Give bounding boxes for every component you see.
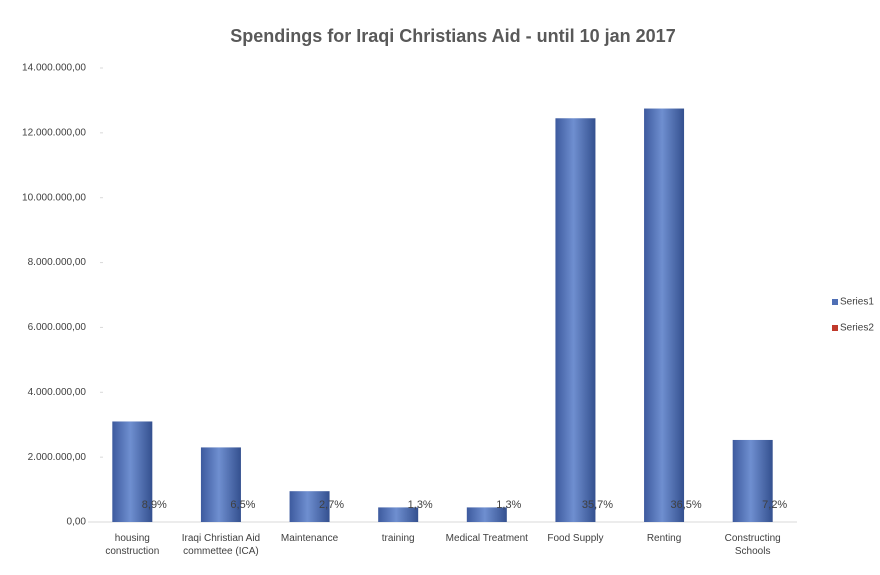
bar (112, 421, 153, 522)
y-tick-label: 10.000.000,00 (22, 192, 86, 203)
y-tick-label: 4.000.000,00 (28, 387, 87, 398)
legend-swatch (832, 299, 838, 305)
bar (289, 491, 330, 522)
bar (732, 439, 773, 522)
y-tick-label: 2.000.000,00 (28, 452, 87, 463)
x-tick-label: housing construction (105, 533, 160, 557)
bar (466, 507, 507, 522)
y-tick-label: 8.000.000,00 (28, 257, 87, 268)
x-tick-label: Medical Treatment (445, 533, 528, 544)
y-tick-label: 14.000.000,00 (22, 63, 86, 74)
data-label: 2,7% (319, 499, 344, 511)
x-tick-label: Food Supply (547, 533, 604, 544)
bar (378, 507, 419, 522)
x-tick-label: Renting (646, 533, 682, 544)
data-label: 1,3% (408, 499, 433, 511)
x-tick-label: Maintenance (280, 533, 339, 544)
legend-label: Series1 (840, 297, 874, 308)
y-tick-label: 12.000.000,00 (22, 127, 86, 138)
data-label: 36,5% (670, 499, 701, 511)
data-label: 7,2% (762, 499, 787, 511)
bar (555, 118, 596, 522)
legend-swatch (832, 325, 838, 331)
legend-label: Series2 (840, 323, 874, 334)
y-tick-label: 6.000.000,00 (28, 322, 87, 333)
x-tick-label: training (381, 533, 415, 544)
bar (200, 447, 241, 522)
data-label: 6,5% (230, 499, 255, 511)
data-label: 1,3% (496, 499, 521, 511)
y-tick-label: 0,00 (67, 517, 87, 528)
x-tick-label: Iraqi Christian Aid commettee (ICA) (181, 533, 261, 557)
data-label: 8,9% (142, 499, 167, 511)
bar (644, 108, 685, 523)
chart-title: Spendings for Iraqi Christians Aid - unt… (230, 26, 675, 46)
data-label: 35,7% (582, 499, 613, 511)
x-tick-label: Constructing Schools (724, 533, 781, 557)
